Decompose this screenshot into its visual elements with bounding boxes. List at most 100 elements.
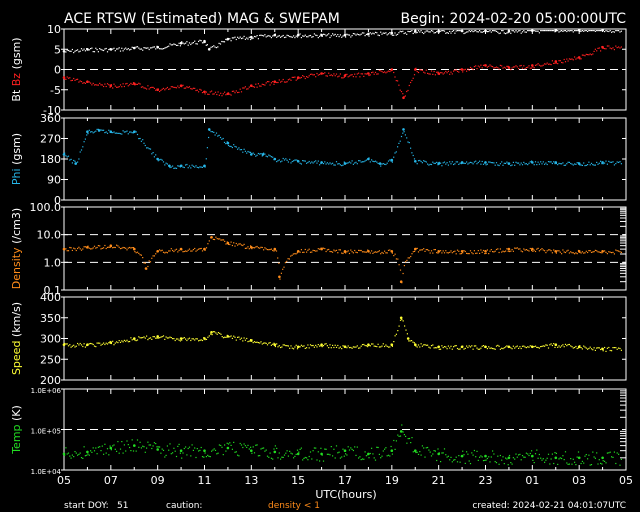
trace-dot [433, 162, 435, 164]
trace-dot [229, 442, 231, 444]
trace-dot [606, 45, 608, 47]
trace-dot [263, 35, 265, 37]
trace-dot [417, 251, 420, 253]
trace-dot [308, 35, 310, 37]
trace-dot [619, 251, 621, 253]
trace-dot [454, 163, 456, 165]
trace-dot [270, 82, 272, 84]
trace-dot [248, 448, 250, 450]
y-tick-label: 180 [40, 153, 61, 166]
trace-dot [286, 159, 288, 161]
trace-dot [534, 345, 537, 347]
trace-dot [473, 449, 475, 452]
trace-dot [596, 50, 598, 52]
data-point [390, 449, 394, 453]
trace-dot [428, 73, 430, 75]
trace-dot [66, 49, 68, 51]
trace-dot [602, 460, 604, 462]
trace-dot [114, 448, 116, 450]
trace-dot [334, 33, 336, 35]
trace-dot [438, 161, 440, 163]
trace-dot [606, 253, 608, 255]
trace-dot [192, 165, 194, 167]
trace-dot [333, 73, 335, 75]
trace-dot [148, 148, 150, 150]
trace-dot [192, 249, 194, 251]
trace-dot [127, 85, 129, 87]
trace-dot [211, 46, 214, 48]
trace-dot [65, 78, 67, 80]
trace-dot [219, 136, 222, 139]
trace-dot [71, 249, 73, 251]
trace-dot [248, 36, 250, 38]
trace-dot [106, 83, 109, 85]
trace-dot [118, 340, 120, 342]
trace-dot [399, 435, 402, 437]
trace-dot [387, 249, 390, 251]
trace-dot [511, 30, 513, 32]
trace-dot [298, 451, 300, 453]
trace-dot [521, 67, 524, 69]
trace-dot [468, 253, 470, 255]
trace-dot [447, 252, 449, 254]
trace-dot [221, 138, 223, 140]
trace-dot [514, 164, 516, 166]
trace-dot [445, 346, 447, 348]
trace-dot [218, 134, 220, 136]
trace-dot [436, 252, 438, 254]
trace-dot [109, 445, 111, 447]
trace-dot [540, 249, 542, 251]
data-point [390, 250, 394, 253]
trace-dot [201, 92, 204, 94]
trace-dot [224, 336, 226, 338]
trace-dot [463, 69, 465, 71]
trace-dot [385, 163, 387, 166]
trace-dot [69, 50, 71, 52]
trace-dot [394, 335, 396, 337]
trace-dot [361, 161, 364, 163]
trace-dot [69, 77, 71, 79]
trace-dot [83, 141, 85, 143]
trace-dot [90, 48, 92, 50]
data-point [460, 161, 464, 164]
trace-dot [385, 447, 387, 449]
trace-dot [182, 251, 184, 253]
trace-dot [588, 347, 590, 350]
trace-dot [217, 452, 219, 454]
trace-dot [125, 83, 127, 85]
trace-dot [437, 448, 439, 450]
trace-dot [499, 348, 501, 350]
data-point [484, 250, 487, 253]
trace-dot [571, 346, 573, 348]
data-point [554, 60, 558, 63]
data-point [203, 449, 206, 453]
trace-dot [272, 343, 274, 345]
trace-dot [550, 250, 552, 252]
trace-dot [583, 54, 585, 56]
data-point [437, 345, 441, 349]
trace-dot [277, 257, 279, 259]
trace-dot [64, 78, 66, 80]
trace-dot [179, 452, 181, 454]
trace-dot [416, 31, 418, 34]
trace-dot [536, 164, 538, 166]
trace-dot [371, 159, 373, 161]
trace-dot [118, 47, 120, 49]
trace-dot [420, 454, 422, 456]
trace-dot [404, 32, 406, 34]
trace-dot [608, 45, 610, 47]
y-tick-label: 1.0E+05 [31, 428, 61, 436]
data-point [296, 160, 300, 163]
y-tick-label: -10 [43, 104, 61, 117]
trace-dot [561, 457, 563, 460]
trace-dot [93, 345, 96, 347]
trace-dot [618, 161, 620, 163]
trace-dot [354, 446, 356, 448]
trace-dot [547, 30, 550, 32]
data-point [133, 444, 136, 447]
trace-dot [199, 248, 201, 250]
trace-dot [498, 463, 500, 465]
trace-dot [295, 79, 297, 81]
trace-dot [215, 236, 217, 238]
trace-dot [91, 343, 93, 345]
